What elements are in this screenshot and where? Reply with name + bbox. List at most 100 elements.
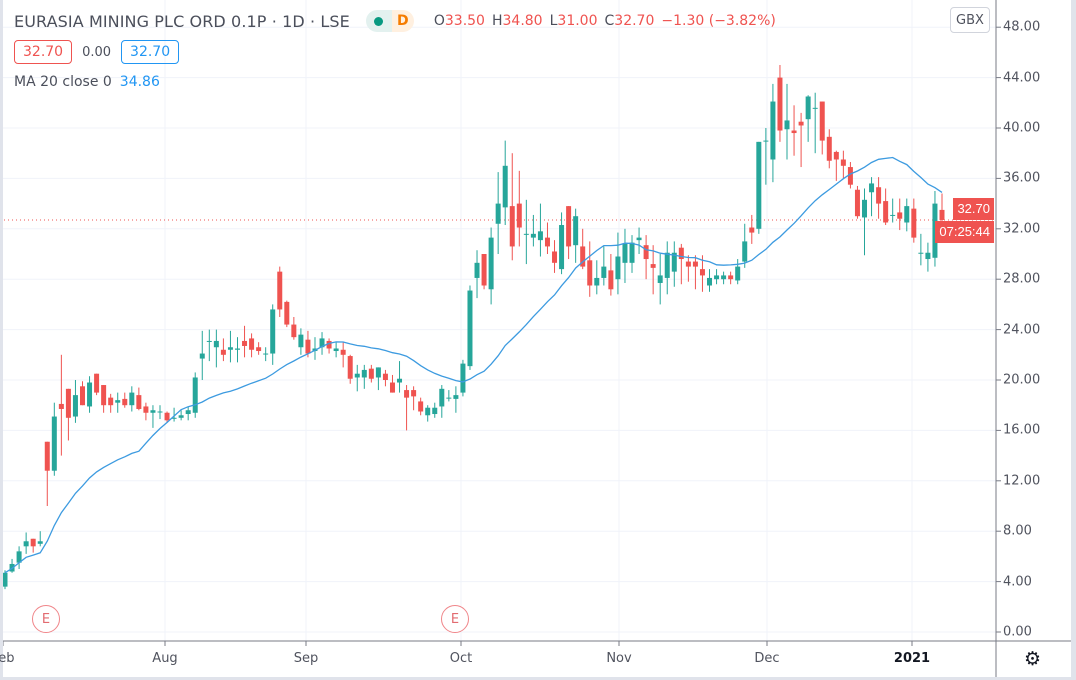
candle-up: [474, 262, 480, 278]
candle-up: [594, 277, 600, 286]
candle-down: [340, 349, 346, 355]
candle-down: [897, 212, 903, 219]
candle-up: [862, 199, 868, 218]
candle-down: [411, 390, 417, 397]
candle-down: [404, 390, 410, 398]
candle-up: [333, 348, 339, 352]
candle-up: [770, 101, 776, 160]
time-tick-label: Nov: [606, 651, 632, 666]
candle-down: [678, 247, 684, 260]
candle-up: [890, 214, 896, 216]
candle-down: [847, 167, 853, 185]
candle-down: [79, 386, 85, 406]
time-tick-label: Oct: [449, 651, 473, 666]
ohlc-readout: O33.50 H34.80 L31.00 C32.70 −1.30 (−3.82%): [434, 13, 783, 29]
candle-down: [418, 401, 424, 412]
candle-up: [185, 410, 191, 415]
candle-down: [368, 368, 374, 379]
currency-button[interactable]: GBX: [950, 7, 990, 33]
candle-up: [460, 363, 466, 393]
time-tick-label: Feb: [0, 651, 15, 666]
price-tick-label: 20.00: [1003, 372, 1041, 388]
candle-up: [87, 382, 93, 407]
gear-icon[interactable]: ⚙: [1024, 648, 1042, 670]
candle-down: [389, 382, 395, 393]
candle-up: [178, 415, 184, 418]
candle-down: [911, 208, 917, 238]
candle-up: [192, 377, 198, 413]
candle-down: [143, 406, 149, 413]
candle-down: [692, 261, 698, 267]
candle-up: [72, 395, 78, 417]
delayed-data-badge: D: [391, 10, 414, 32]
candle-down: [699, 269, 705, 276]
candle-up: [601, 266, 607, 278]
candle-up: [629, 242, 635, 263]
candle-down: [58, 403, 64, 409]
candle-down: [136, 395, 142, 409]
candle-down: [798, 121, 804, 126]
candle-down: [749, 227, 755, 233]
candle-up: [425, 407, 431, 416]
candle-up: [115, 400, 121, 403]
candle-down: [44, 441, 50, 471]
candle-down: [284, 301, 290, 325]
low-value: 31.00: [557, 13, 598, 29]
price-tick-label: 16.00: [1003, 422, 1041, 438]
price-tick-label: 40.00: [1003, 120, 1041, 136]
candle-up: [488, 237, 494, 290]
moving-average-line: [4, 156, 943, 574]
candle-up: [559, 225, 565, 270]
indicator-legend[interactable]: MA 20 close 0 34.86: [14, 74, 783, 90]
candle-down: [643, 245, 649, 260]
market-open-icon: [365, 10, 392, 32]
time-tick-label: Sep: [293, 651, 319, 666]
candle-down: [516, 203, 522, 228]
candle-up: [573, 216, 579, 246]
status-badge[interactable]: D: [365, 10, 414, 32]
candle-down: [30, 538, 36, 547]
change-value: −1.30 (−3.82%): [661, 13, 776, 29]
close-value: 32.70: [614, 13, 655, 29]
candle-up: [657, 275, 663, 283]
candle-up: [622, 243, 628, 263]
earnings-marker[interactable]: E: [441, 605, 469, 633]
candle-down: [791, 130, 797, 134]
candle-up: [925, 252, 931, 260]
candle-up: [932, 203, 938, 258]
candle-down: [826, 136, 832, 161]
candle-up: [537, 231, 543, 241]
candle-down: [854, 189, 860, 217]
candle-down: [164, 412, 170, 421]
price-tick-label: 24.00: [1003, 322, 1041, 338]
candle-up: [213, 340, 219, 348]
candle-down: [509, 206, 515, 247]
candle-up: [763, 140, 769, 142]
high-value: 34.80: [502, 13, 543, 29]
candle-down: [840, 159, 846, 166]
candle-down: [256, 347, 262, 352]
open-value: 33.50: [444, 13, 485, 29]
candle-up: [150, 410, 156, 413]
price-tick-label: 48.00: [1003, 19, 1041, 35]
candle-down: [777, 77, 783, 131]
candle-down: [876, 187, 882, 204]
candle-down: [108, 397, 114, 406]
candle-up: [234, 348, 240, 350]
candle-down: [220, 349, 226, 355]
bottom-border: [0, 677, 1076, 680]
candle-up: [51, 416, 57, 471]
symbol-title[interactable]: EURASIA MINING PLC ORD 0.1P · 1D · LSE: [14, 11, 350, 31]
price-tick-label: 32.00: [1003, 221, 1041, 237]
candle-up: [721, 275, 727, 280]
candle-down: [833, 151, 839, 160]
candle-up: [263, 353, 269, 355]
indicator-label: MA 20 close 0: [14, 74, 112, 90]
buy-price-button[interactable]: 32.70: [121, 40, 180, 64]
candle-down: [650, 264, 656, 268]
earnings-marker[interactable]: E: [32, 605, 60, 633]
candle-down: [249, 338, 255, 350]
sell-price-button[interactable]: 32.70: [14, 40, 73, 64]
